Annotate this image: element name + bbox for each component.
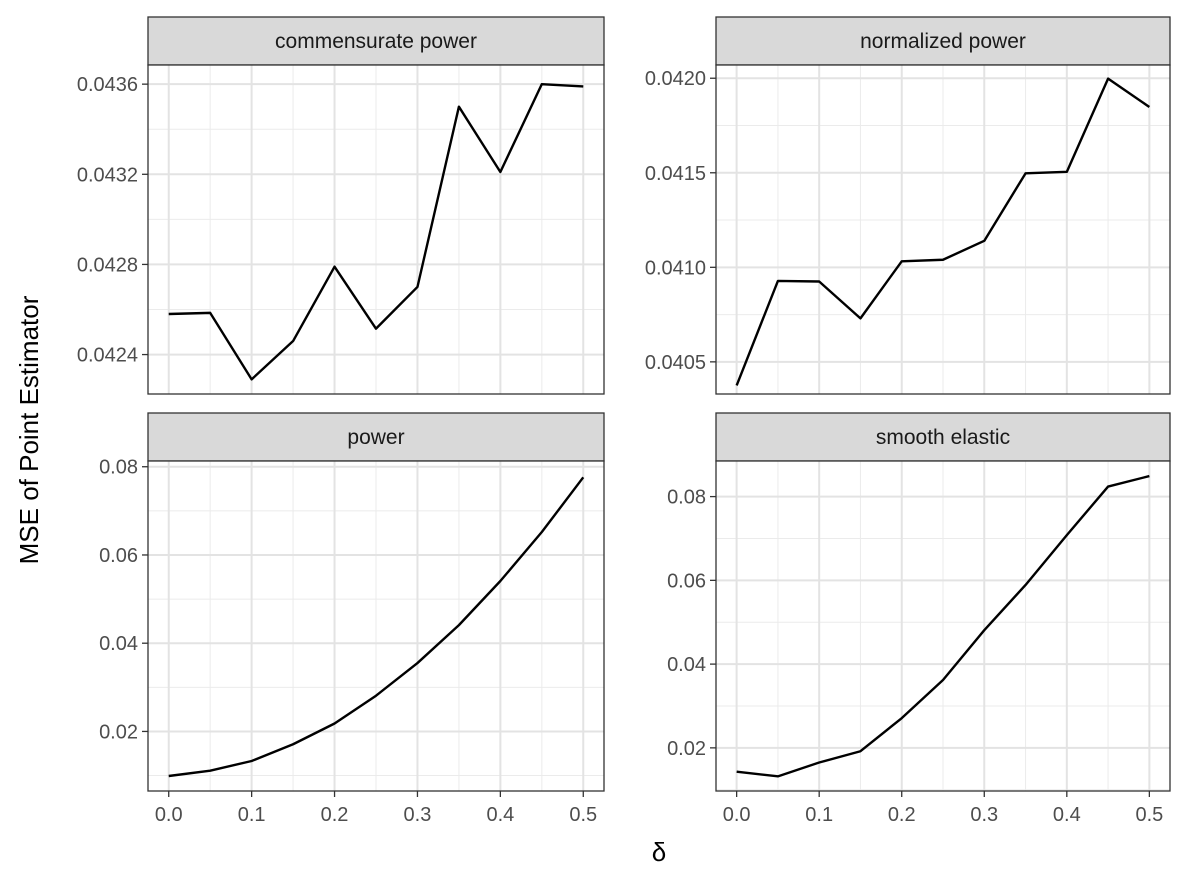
facet-strip-label: normalized power	[860, 30, 1026, 53]
data-point	[1065, 170, 1069, 174]
data-point	[291, 742, 295, 746]
data-point	[581, 475, 585, 479]
data-point	[581, 84, 585, 88]
data-point	[941, 258, 945, 262]
data-point	[941, 678, 945, 682]
y-tick-label: 0.0424	[77, 345, 138, 367]
data-point	[982, 628, 986, 632]
x-tick-label: 0.3	[404, 804, 432, 826]
data-point	[167, 774, 171, 778]
data-point	[374, 327, 378, 331]
data-point	[498, 170, 502, 174]
x-tick-label: 0.3	[970, 804, 998, 826]
data-point	[1024, 583, 1028, 587]
data-point	[1065, 533, 1069, 537]
facet-panel-4: smooth elastic 0.0 0.1 0.2 0.3 0.4 0.5 0.02 0.04…	[667, 412, 1171, 826]
y-tick-label: 0.02	[667, 738, 706, 760]
x-axis-title: δ	[652, 837, 666, 867]
x-tick-label: 0.0	[155, 804, 183, 826]
series-line	[168, 476, 585, 778]
facet-strip	[147, 412, 605, 462]
data-point	[1106, 77, 1110, 81]
x-tick-label: 0.1	[805, 804, 833, 826]
y-tick-label: 0.04	[99, 633, 138, 655]
panel-border	[715, 460, 1171, 792]
facet-strip	[147, 16, 605, 66]
x-tick-label: 0.4	[486, 804, 514, 826]
data-point	[291, 339, 295, 343]
data-point	[250, 377, 254, 381]
y-tick-label: 0.0432	[77, 164, 138, 186]
x-tick-label: 0.2	[321, 804, 349, 826]
data-point	[540, 82, 544, 86]
y-tick-label: 0.0405	[645, 352, 706, 374]
x-tick-label: 0.2	[888, 804, 916, 826]
panel-border	[147, 460, 605, 792]
x-tick-label: 0.0	[723, 804, 751, 826]
panel-border	[147, 64, 605, 395]
series-line	[735, 77, 1151, 386]
y-tick-label: 0.06	[99, 545, 138, 567]
y-tick-label: 0.0428	[77, 254, 138, 276]
data-point	[1024, 171, 1028, 175]
y-tick-label: 0.06	[667, 570, 706, 592]
y-tick-label: 0.04	[667, 654, 706, 676]
data-point	[457, 105, 461, 109]
y-tick-label: 0.08	[667, 487, 706, 509]
data-point	[333, 722, 337, 726]
panel-border	[715, 64, 1171, 395]
y-axis-title: MSE of Point Estimator	[14, 295, 44, 564]
data-point	[817, 279, 821, 283]
data-point	[735, 383, 739, 387]
x-tick-label: 0.5	[1135, 804, 1163, 826]
data-point	[735, 770, 739, 774]
y-tick-label: 0.0415	[645, 163, 706, 185]
data-point	[1106, 485, 1110, 489]
data-point	[498, 579, 502, 583]
facet-strip-label: commensurate power	[275, 30, 477, 53]
data-point	[858, 316, 862, 320]
data-point	[900, 259, 904, 263]
x-tick-label: 0.4	[1053, 804, 1081, 826]
data-point	[776, 774, 780, 778]
facet-panel-3: power 0.0 0.1 0.2 0.3 0.4 0.5 0.02 0.04 0.06 0.08	[99, 412, 605, 826]
y-tick-label: 0.0436	[77, 74, 138, 96]
y-tick-label: 0.02	[99, 721, 138, 743]
data-point	[415, 661, 419, 665]
y-tick-label: 0.0410	[645, 257, 706, 279]
data-point	[457, 623, 461, 627]
data-point	[250, 759, 254, 763]
data-point	[540, 530, 544, 534]
data-point	[167, 312, 171, 316]
data-point	[374, 694, 378, 698]
facet-panel-1: commensurate power 0.0424 0.0428 0.0432 0.04…	[77, 16, 605, 395]
facet-strip-label: smooth elastic	[876, 426, 1010, 449]
x-tick-label: 0.5	[569, 804, 597, 826]
data-point	[982, 239, 986, 243]
data-point	[1147, 474, 1151, 478]
facet-strip-label: power	[347, 426, 404, 449]
x-tick-label: 0.1	[238, 804, 266, 826]
data-point	[817, 761, 821, 765]
data-point	[208, 311, 212, 315]
data-point	[858, 749, 862, 753]
data-point	[776, 279, 780, 283]
y-tick-label: 0.08	[99, 457, 138, 479]
facet-panel-2: normalized power 0.0405 0.0410 0.0415 0.0420	[645, 16, 1171, 395]
data-point	[415, 285, 419, 289]
data-point	[1147, 105, 1151, 109]
facet-strip	[715, 412, 1171, 462]
data-point	[208, 769, 212, 773]
series-line	[168, 82, 584, 381]
facet-strip	[715, 16, 1171, 66]
y-tick-label: 0.0420	[645, 68, 706, 90]
series-line	[736, 474, 1150, 778]
data-point	[333, 265, 337, 269]
data-point	[900, 716, 904, 720]
